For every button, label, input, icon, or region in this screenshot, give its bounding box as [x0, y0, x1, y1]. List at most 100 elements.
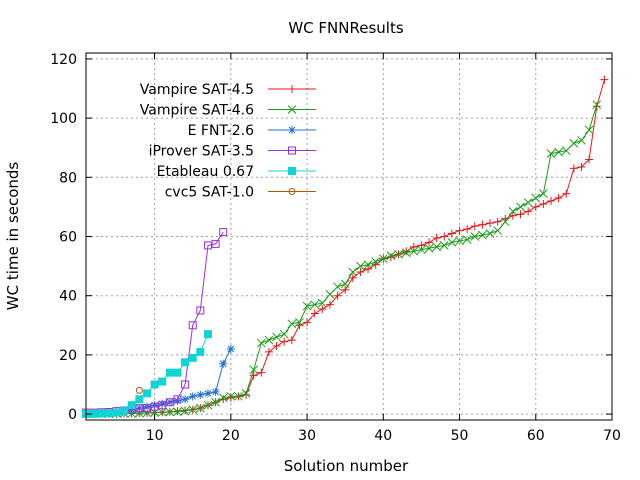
data-point: [455, 226, 464, 235]
legend-item: E FNT-2.6: [188, 123, 316, 139]
data-point: [547, 196, 556, 205]
data-point: [432, 233, 441, 242]
data-point: [181, 358, 190, 367]
data-point: [150, 380, 159, 389]
data-point: [279, 329, 289, 339]
data-point: [318, 305, 327, 314]
data-point: [493, 226, 503, 235]
data-point: [203, 400, 213, 410]
y-tick-label: 0: [68, 407, 77, 423]
data-point: [584, 125, 594, 135]
data-point: [524, 207, 533, 216]
data-point: [333, 282, 342, 292]
y-tick-label: 80: [59, 170, 77, 186]
data-point: [310, 300, 320, 309]
data-point: [356, 261, 365, 271]
data-point: [440, 232, 449, 241]
data-point: [249, 365, 259, 375]
data-point: [425, 238, 434, 247]
data-point: [196, 347, 205, 356]
data-point: [432, 242, 442, 252]
x-tick-label: 20: [222, 428, 240, 444]
legend-item: cvc5 SAT-1.0: [165, 185, 316, 201]
x-tick-label: 10: [146, 428, 164, 444]
data-point: [569, 138, 579, 148]
x-tick-label: 50: [451, 428, 469, 444]
legend-swatch-marker: [288, 188, 296, 195]
data-point: [295, 317, 304, 327]
data-point: [180, 406, 190, 416]
legend-label: Etableau 0.67: [157, 164, 254, 180]
x-tick-label: 40: [374, 428, 392, 444]
data-point: [219, 228, 228, 237]
data-point: [371, 257, 381, 267]
data-point: [135, 395, 144, 404]
data-point: [401, 248, 411, 258]
data-point: [142, 389, 151, 398]
data-point: [402, 247, 411, 256]
legend-label: cvc5 SAT-1.0: [165, 185, 254, 201]
legend-item: iProver SAT-3.5: [149, 144, 316, 160]
data-point: [158, 401, 167, 410]
data-point: [356, 268, 365, 277]
data-point: [211, 239, 220, 248]
data-point: [417, 245, 426, 255]
data-point: [302, 301, 312, 311]
data-point: [196, 390, 205, 399]
y-tick-label: 60: [59, 230, 77, 246]
data-point: [150, 402, 159, 411]
data-point: [287, 336, 296, 345]
series-line: [86, 79, 605, 415]
legend-swatch-marker: [287, 105, 297, 114]
y-tick-label: 100: [50, 111, 77, 127]
data-point: [455, 236, 464, 246]
data-point: [158, 399, 167, 408]
data-point: [219, 359, 228, 368]
data-point: [135, 404, 144, 413]
data-point: [188, 321, 197, 330]
data-point: [256, 338, 266, 348]
data-point: [226, 344, 235, 353]
data-point: [249, 371, 258, 380]
data-point: [188, 353, 197, 362]
data-point: [112, 408, 121, 417]
data-point: [264, 335, 274, 345]
data-point: [439, 241, 449, 250]
data-point: [142, 404, 151, 413]
x-tick-label: 60: [527, 428, 545, 444]
data-point: [577, 162, 586, 171]
series-1: [81, 100, 602, 419]
data-point: [561, 146, 571, 156]
data-point: [348, 273, 357, 282]
data-point: [546, 149, 556, 158]
data-point: [173, 368, 182, 377]
data-point: [181, 395, 190, 404]
legend: Vampire SAT-4.5 Vampire SAT-4.6 E FNT-2.6 i…: [140, 82, 316, 201]
data-point: [585, 155, 594, 164]
data-point: [173, 407, 182, 417]
data-point: [417, 241, 426, 250]
data-point: [424, 243, 434, 253]
data-point: [333, 291, 342, 300]
data-point: [531, 202, 540, 211]
data-point: [325, 289, 335, 299]
data-point: [470, 232, 480, 241]
data-point: [158, 377, 167, 386]
legend-swatch-marker: [288, 146, 296, 155]
y-tick-label: 20: [59, 348, 77, 364]
data-point: [562, 189, 571, 198]
data-point: [280, 337, 289, 346]
data-point: [409, 246, 419, 256]
data-point: [142, 402, 151, 411]
y-tick-label: 40: [59, 289, 77, 305]
data-point: [257, 368, 266, 377]
data-point: [394, 249, 403, 259]
data-point: [104, 409, 113, 418]
data-point: [363, 260, 373, 269]
data-point: [211, 387, 220, 396]
data-point: [463, 225, 472, 234]
chart-title: WC FNNResults: [288, 19, 403, 37]
data-point: [486, 219, 495, 228]
data-point: [516, 210, 525, 219]
data-point: [135, 386, 143, 394]
